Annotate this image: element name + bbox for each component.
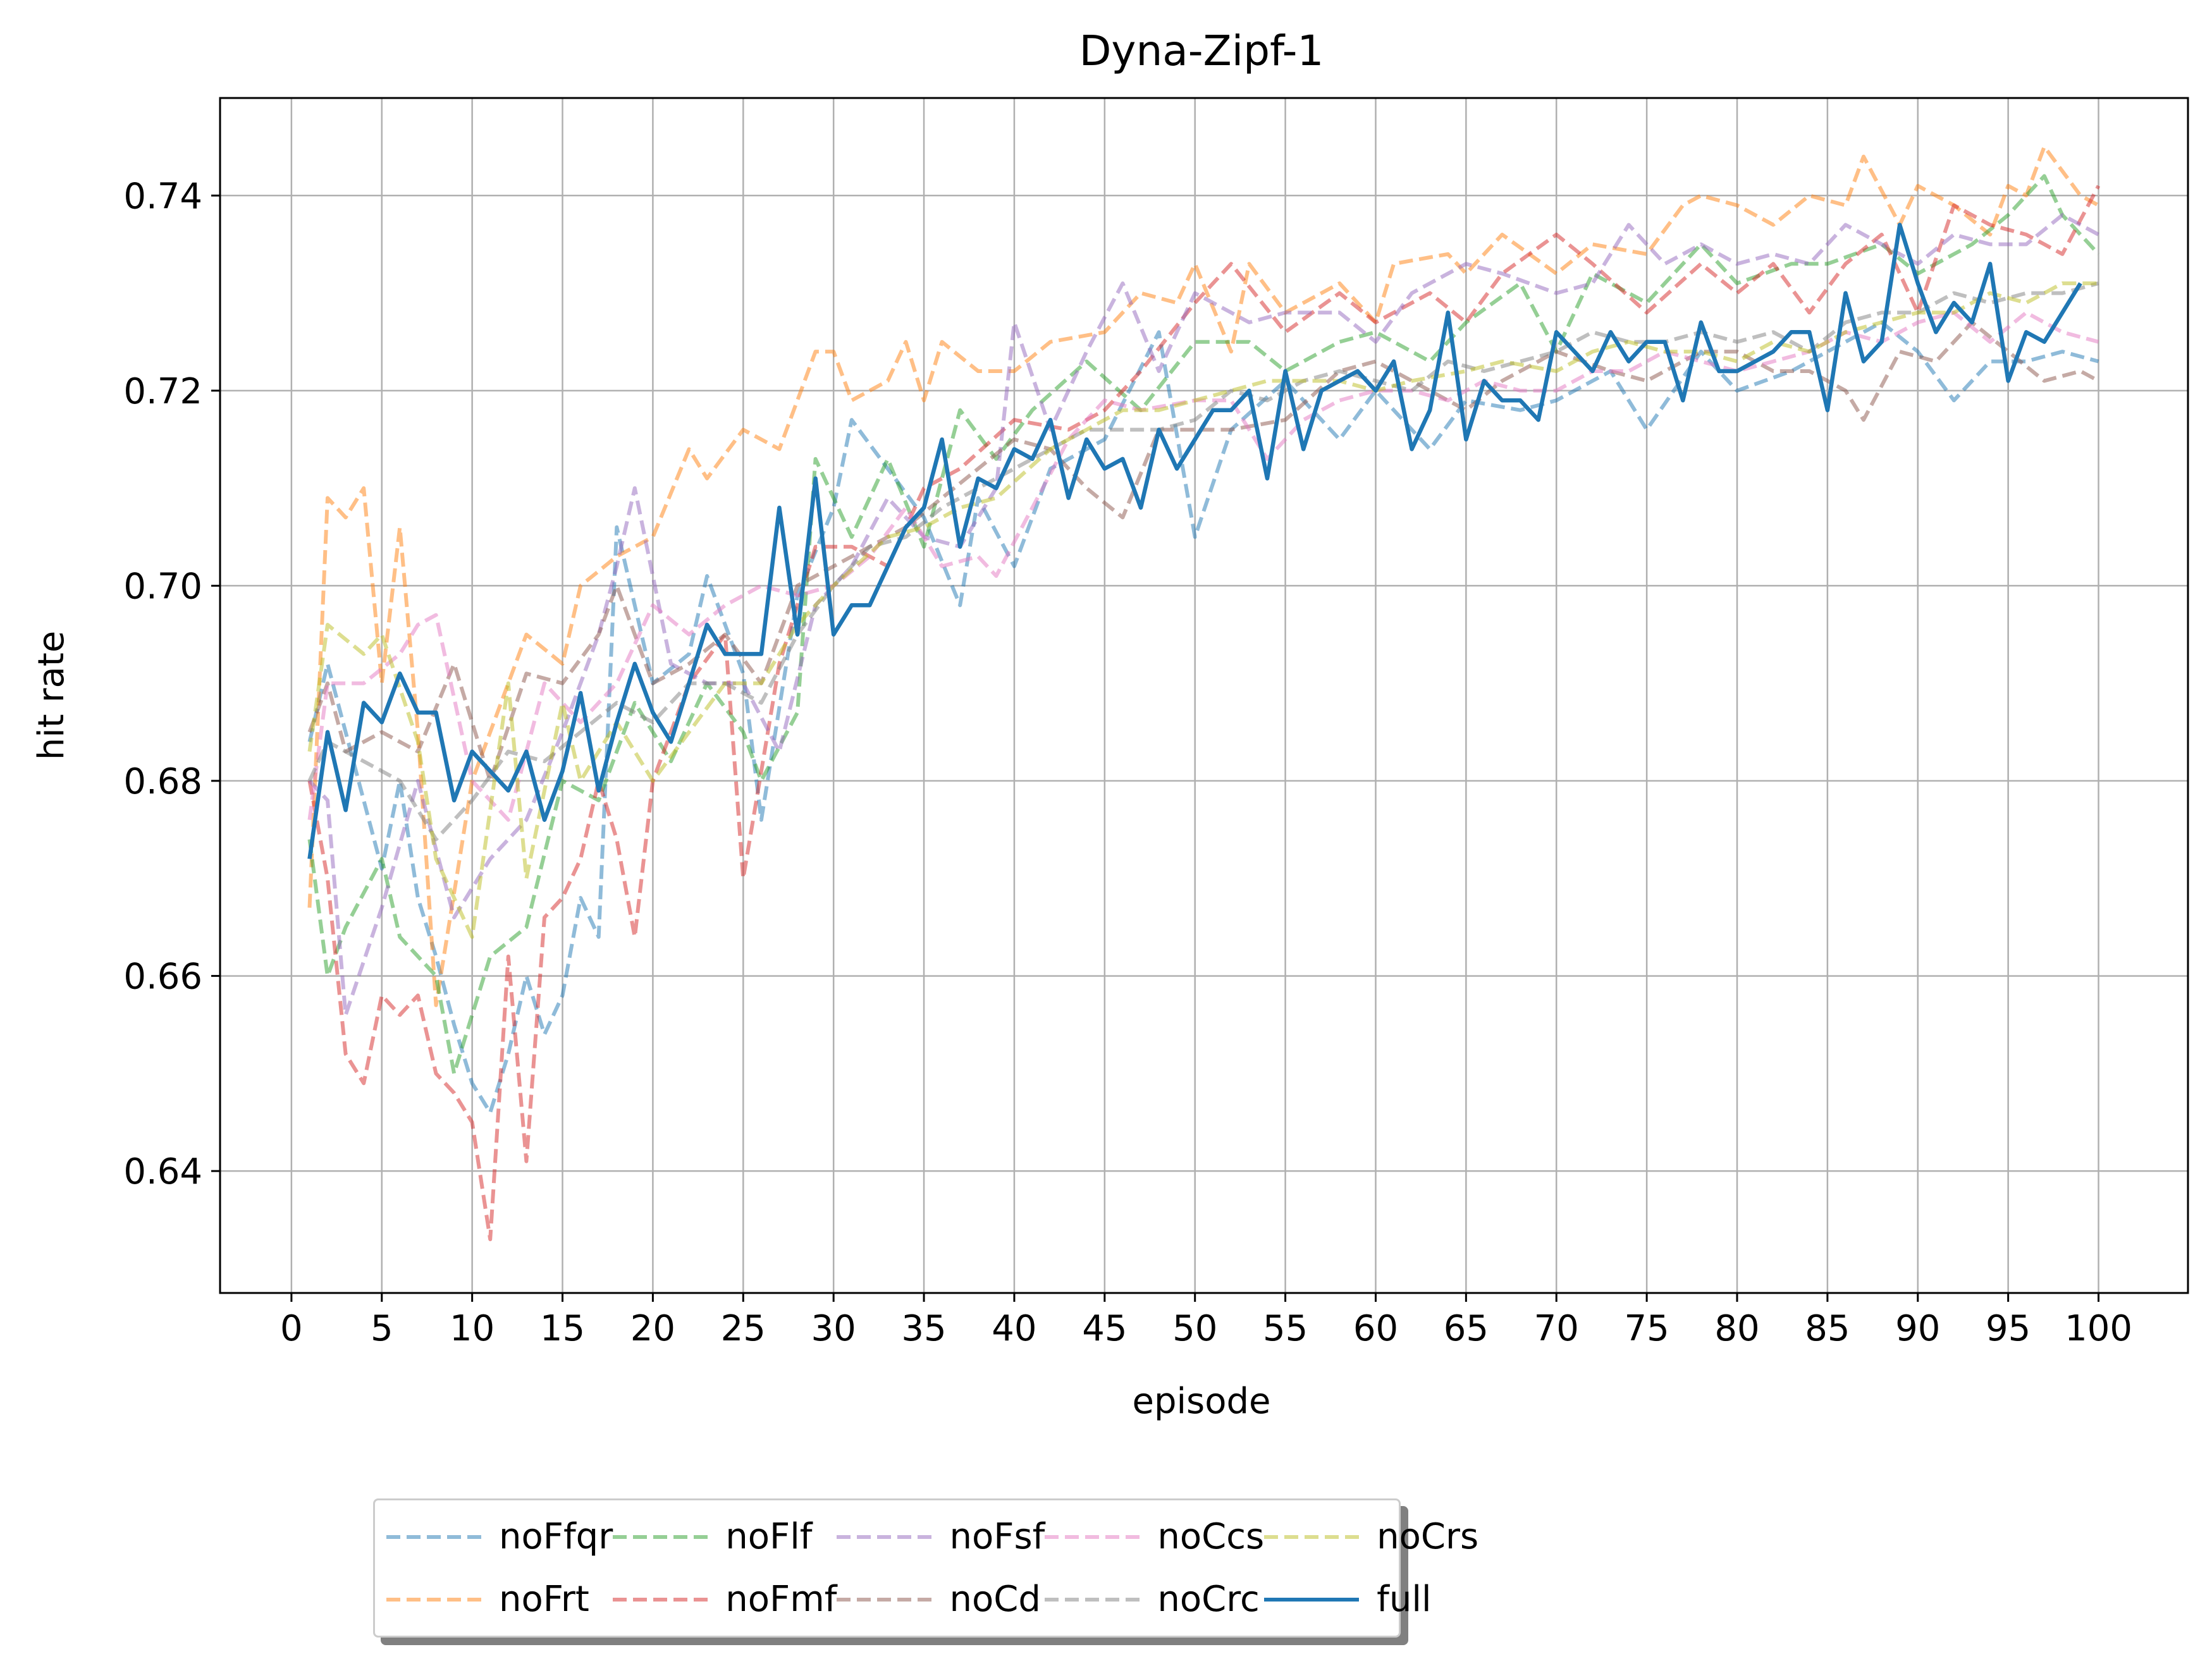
x-tick-label: 55 — [1263, 1308, 1308, 1349]
y-tick-label: 0.74 — [123, 176, 202, 217]
x-tick-label: 80 — [1714, 1308, 1759, 1349]
legend-item-nocd: noCd — [837, 1568, 1045, 1631]
series-line-nocd — [307, 320, 2099, 783]
legend-swatch — [837, 1534, 932, 1539]
series-line-nocrs — [307, 281, 2099, 939]
legend-item-noccs: noCcs — [1045, 1505, 1264, 1568]
legend-entries: noFfqr noFrt noFlf noFmf noFsf noCd noCcs noCrc… — [375, 1500, 1478, 1636]
x-tick-label: 0 — [280, 1308, 303, 1349]
legend-swatch — [1045, 1534, 1140, 1539]
y-tick-label: 0.68 — [123, 761, 202, 802]
legend: noFfqr noFrt noFlf noFmf noFsf noCd noCcs noCrc… — [373, 1498, 1478, 1638]
legend-item-nofmf: noFmf — [613, 1568, 837, 1631]
series-line-noccs — [307, 310, 2099, 822]
y-tick-label: 0.66 — [123, 957, 202, 998]
x-tick-label: 65 — [1444, 1308, 1489, 1349]
axis-ticks: 0 5 10 15 20 25 30 35 40 45 50 55 60 65 70 75 80 85 90 95 10… — [123, 176, 2132, 1349]
x-tick-label: 100 — [2065, 1308, 2132, 1349]
legend-item-full: full — [1264, 1568, 1478, 1631]
legend-label: noCrc — [1157, 1579, 1260, 1620]
legend-swatch — [386, 1534, 481, 1539]
legend-label: full — [1377, 1579, 1432, 1620]
legend-label: noFmf — [725, 1579, 837, 1620]
x-tick-label: 90 — [1895, 1308, 1940, 1349]
y-tick-label: 0.72 — [123, 371, 202, 412]
legend-item-noffqr: noFfqr — [386, 1505, 613, 1568]
legend-item-nofsf: noFsf — [837, 1505, 1045, 1568]
legend-label: noFfqr — [499, 1516, 613, 1557]
x-tick-label: 95 — [1986, 1308, 2031, 1349]
series-line-nofrt — [307, 145, 2099, 1007]
plot-area — [219, 97, 2189, 1294]
x-axis-label: episode — [1133, 1381, 1271, 1422]
legend-item-nocrs: noCrs — [1264, 1505, 1478, 1568]
series-line-noffqr — [307, 320, 2099, 1115]
series-line-nofmf — [307, 185, 2101, 1242]
x-tick-label: 50 — [1172, 1308, 1217, 1349]
x-tick-label: 75 — [1624, 1308, 1669, 1349]
x-tick-label: 15 — [540, 1308, 585, 1349]
series-lines — [307, 145, 2101, 1242]
x-tick-label: 85 — [1805, 1308, 1850, 1349]
grid — [220, 98, 2188, 1293]
legend-label: noCd — [949, 1579, 1041, 1620]
legend-swatch — [613, 1597, 708, 1602]
legend-item-noflf: noFlf — [613, 1505, 837, 1568]
x-tick-label: 5 — [371, 1308, 393, 1349]
legend-label: noCcs — [1157, 1516, 1265, 1557]
x-tick-label: 25 — [721, 1308, 766, 1349]
y-axis-label: hit rate — [31, 631, 72, 761]
legend-swatch — [1264, 1597, 1360, 1602]
legend-swatch — [1045, 1597, 1140, 1602]
y-tick-label: 0.64 — [123, 1151, 202, 1192]
series-line-full — [307, 223, 2082, 859]
legend-swatch — [837, 1597, 932, 1602]
x-tick-label: 40 — [992, 1308, 1036, 1349]
x-tick-label: 60 — [1353, 1308, 1398, 1349]
x-tick-label: 20 — [630, 1308, 675, 1349]
chart-title: Dyna-Zipf-1 — [1079, 27, 1324, 75]
legend-item-nofrt: noFrt — [386, 1568, 613, 1631]
x-tick-label: 10 — [450, 1308, 495, 1349]
series-line-noflf — [307, 174, 2100, 1075]
series-line-nofsf — [308, 213, 2099, 1017]
series-line-nocrc — [307, 281, 2099, 842]
legend-swatch — [386, 1597, 481, 1602]
x-tick-label: 30 — [811, 1308, 856, 1349]
legend-label: noFrt — [499, 1579, 589, 1620]
x-tick-label: 45 — [1082, 1308, 1127, 1349]
y-tick-label: 0.70 — [123, 566, 202, 607]
x-tick-label: 35 — [901, 1308, 946, 1349]
legend-label: noCrs — [1377, 1516, 1479, 1557]
legend-label: noFlf — [725, 1516, 813, 1557]
x-tick-label: 70 — [1534, 1308, 1579, 1349]
legend-item-nocrc: noCrc — [1045, 1568, 1264, 1631]
legend-swatch — [1264, 1534, 1360, 1539]
legend-swatch — [613, 1534, 708, 1539]
legend-label: noFsf — [949, 1516, 1045, 1557]
